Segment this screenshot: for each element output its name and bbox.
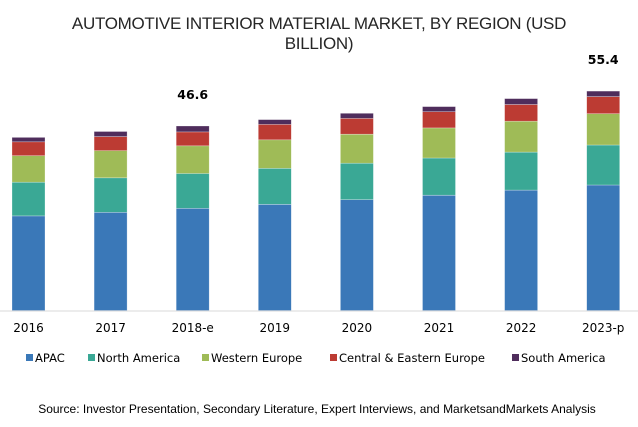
x-tick-label: 2022 — [506, 321, 537, 335]
legend-label: APAC — [35, 351, 65, 365]
bar-stack-2017 — [93, 131, 128, 311]
chart-title-line-2: BILLION) — [285, 34, 353, 53]
bar-stack-2022 — [504, 98, 538, 311]
bar-central-eastern-europe-2017 — [93, 136, 128, 151]
bar-south-america-2020 — [340, 113, 374, 119]
bar-north-america-2023-p — [586, 144, 621, 186]
bar-north-america-2021 — [422, 157, 456, 196]
bar-western-europe-2022 — [504, 120, 538, 153]
x-tick-label: 2016 — [13, 321, 44, 335]
legend-item: Western Europe — [202, 351, 302, 365]
bar-south-america-2018-e — [175, 125, 210, 133]
total-label: 46.6 — [177, 87, 208, 102]
bar-apac-2016 — [11, 215, 46, 311]
bar-south-america-2016 — [11, 137, 46, 143]
bar-apac-2023-p — [586, 184, 621, 311]
x-tick-label: 2019 — [260, 321, 291, 335]
bar-western-europe-2017 — [93, 150, 128, 179]
bar-north-america-2016 — [11, 181, 46, 217]
bar-stack-2023-p — [586, 90, 621, 311]
legend-label: North America — [97, 351, 180, 365]
bar-stack-2018-e — [175, 125, 210, 311]
bar-central-eastern-europe-2020 — [340, 118, 374, 135]
legend-swatch — [88, 354, 95, 361]
bar-north-america-2022 — [504, 151, 538, 191]
bar-apac-2018-e — [175, 208, 210, 311]
bar-north-america-2019 — [257, 168, 292, 205]
x-tick-label: 2018-e — [172, 321, 214, 335]
bar-north-america-2020 — [340, 162, 374, 200]
bar-apac-2019 — [257, 204, 292, 311]
bar-western-europe-2020 — [340, 134, 374, 164]
x-tick-label: 2020 — [342, 321, 373, 335]
bar-central-eastern-europe-2022 — [504, 104, 538, 122]
bar-south-america-2017 — [93, 131, 128, 137]
bar-stack-2016 — [11, 137, 46, 311]
x-tick-label: 2021 — [424, 321, 455, 335]
legend-label: Central & Eastern Europe — [339, 351, 485, 365]
legend-swatch — [330, 354, 337, 361]
bar-apac-2022 — [504, 189, 538, 311]
bar-south-america-2019 — [257, 119, 292, 125]
bar-south-america-2023-p — [586, 90, 621, 97]
bar-south-america-2021 — [422, 106, 456, 112]
bar-stack-2019 — [257, 119, 292, 311]
legend-swatch — [512, 354, 519, 361]
bar-western-europe-2023-p — [586, 113, 621, 146]
legend-item: Central & Eastern Europe — [330, 351, 485, 365]
legend-item: APAC — [26, 351, 65, 365]
source-note: Source: Investor Presentation, Secondary… — [38, 402, 596, 416]
bar-western-europe-2019 — [257, 139, 292, 169]
bar-south-america-2022 — [504, 98, 538, 105]
bars-group — [11, 90, 621, 311]
bar-central-eastern-europe-2018-e — [175, 131, 210, 147]
bar-apac-2017 — [93, 212, 128, 311]
x-axis-ticks: 2016 2017 2018-e 2019 2020 2021 2022 2023-p — [13, 321, 624, 335]
bar-apac-2021 — [422, 195, 456, 311]
bar-western-europe-2021 — [422, 127, 456, 159]
bar-central-eastern-europe-2021 — [422, 111, 456, 129]
total-label: 55.4 — [588, 52, 619, 67]
legend-swatch — [202, 354, 209, 361]
chart-title-line-1: AUTOMOTIVE INTERIOR MATERIAL MARKET, BY … — [72, 14, 566, 33]
legend-item: North America — [88, 351, 180, 365]
bar-central-eastern-europe-2023-p — [586, 96, 621, 114]
bar-western-europe-2018-e — [175, 145, 210, 174]
total-labels: 46.6 55.4 — [177, 52, 619, 102]
bar-stack-2020 — [340, 113, 374, 311]
bar-apac-2020 — [340, 199, 374, 311]
bar-central-eastern-europe-2016 — [11, 141, 46, 157]
bar-north-america-2018-e — [175, 173, 210, 209]
bar-stack-2021 — [422, 106, 456, 311]
bar-western-europe-2016 — [11, 155, 46, 183]
legend: APAC North America Western Europe Central &… — [26, 351, 606, 365]
bar-central-eastern-europe-2019 — [257, 124, 292, 141]
x-tick-label: 2023-p — [582, 321, 625, 335]
x-tick-label: 2017 — [95, 321, 126, 335]
legend-item: South America — [512, 351, 606, 365]
legend-swatch — [26, 354, 33, 361]
legend-label: Western Europe — [211, 351, 302, 365]
bar-north-america-2017 — [93, 177, 128, 213]
legend-label: South America — [521, 351, 606, 365]
